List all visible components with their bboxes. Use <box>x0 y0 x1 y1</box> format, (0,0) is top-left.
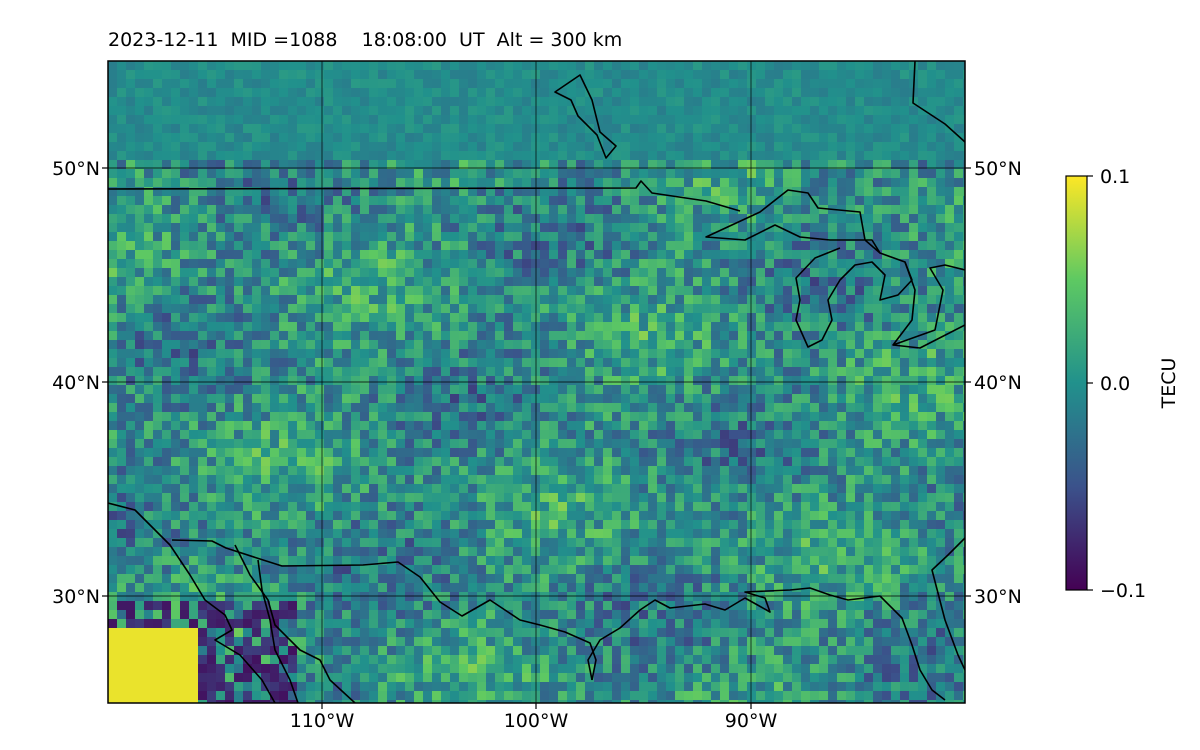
title-altitude: Alt = 300 km <box>496 29 623 51</box>
title-date: 2023-12-11 <box>108 29 219 51</box>
colorbar-tick-max: 0.1 <box>1100 166 1130 188</box>
map-title: 2023-12-11 MID =1088 18:08:00 UT Alt = 3… <box>108 29 622 51</box>
colorbar-label: TECU <box>1158 358 1180 410</box>
lon-label-110w: 110°W <box>290 710 355 732</box>
tec-cells <box>108 61 965 703</box>
colorbar-tick-zero: 0.0 <box>1100 373 1130 395</box>
lat-ticks-left <box>102 167 108 597</box>
baja-california-coast <box>108 502 276 703</box>
map-gridlines <box>108 61 965 703</box>
us-canada-border <box>108 180 741 212</box>
lat-ticks-right <box>965 167 971 597</box>
lat-label-40-left: 40°N <box>52 372 100 394</box>
florida-atlantic-coast <box>931 537 965 671</box>
lat-label-40-right: 40°N <box>974 372 1022 394</box>
lon-ticks-bottom <box>321 703 752 709</box>
gulf-coast-us <box>587 587 946 701</box>
lake-winnipeg-outline <box>554 74 617 159</box>
lake-erie-outline <box>892 324 965 349</box>
tec-heatmap <box>108 61 965 703</box>
title-time: 18:08:00 UT <box>361 29 485 51</box>
colorbar: 0.1 0.0 −0.1 TECU <box>1065 166 1180 602</box>
lat-label-50-left: 50°N <box>52 158 100 180</box>
coastlines-and-borders <box>108 61 965 703</box>
lat-label-30-right: 30°N <box>974 586 1022 608</box>
lake-superior-outline <box>705 189 881 254</box>
lat-label-30-left: 30°N <box>52 586 100 608</box>
mexico-west-coast <box>234 544 356 703</box>
lake-huron-outline <box>892 261 965 346</box>
lon-label-100w: 100°W <box>504 710 569 732</box>
lat-label-50-right: 50°N <box>974 158 1022 180</box>
lon-label-90w: 90°W <box>725 710 778 732</box>
lake-michigan-outline <box>795 247 913 348</box>
colorbar-tick-min: −0.1 <box>1100 580 1146 602</box>
gulf-of-california-coast <box>257 559 299 703</box>
title-mid: MID =1088 <box>230 29 338 51</box>
hudson-bay-coast <box>912 61 965 143</box>
colorbar-gradient <box>1065 175 1088 591</box>
us-mexico-border <box>171 539 597 681</box>
